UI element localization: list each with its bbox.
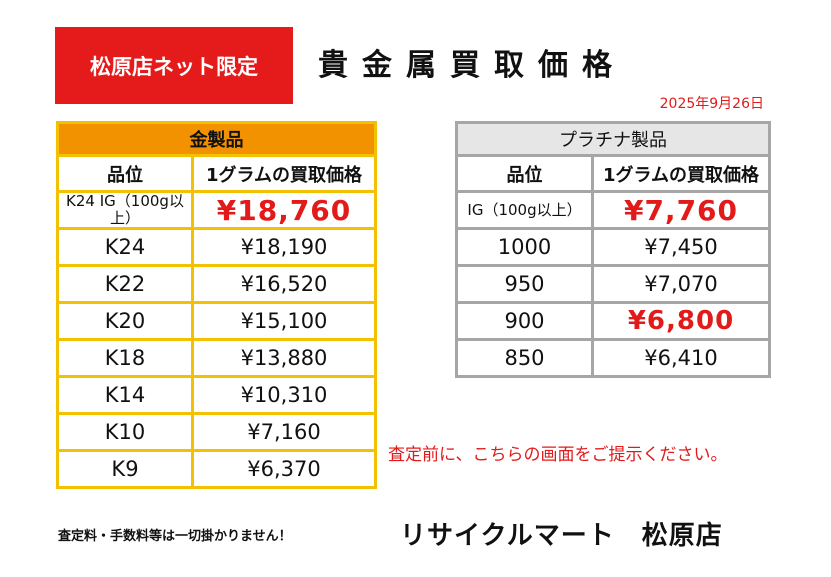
gold-price: ¥15,100 <box>191 301 377 341</box>
gold-price: ¥6,370 <box>191 449 377 489</box>
show-screen-notice: 査定前に、こちらの画面をご提示ください。 <box>388 445 728 465</box>
gold-price-table: 金製品 品位 1グラムの買取価格 K24 IG（100g以上） ¥18,760 … <box>56 121 377 489</box>
gold-grade: K22 <box>56 264 194 304</box>
store-name: リサイクルマート 松原店 <box>400 521 723 551</box>
table-row: 950 ¥7,070 <box>455 264 771 304</box>
gold-grade: K24 IG（100g以上） <box>56 190 194 230</box>
net-limited-badge: 松原店ネット限定 <box>55 27 293 104</box>
page-title: 貴金属買取価格 <box>318 48 626 83</box>
platinum-price: ¥7,760 <box>591 190 771 230</box>
gold-price: ¥18,190 <box>191 227 377 267</box>
platinum-table-title: プラチナ製品 <box>455 121 771 157</box>
table-row: 850 ¥6,410 <box>455 338 771 378</box>
gold-grade: K20 <box>56 301 194 341</box>
platinum-grade: 850 <box>455 338 594 378</box>
table-row: K24 IG（100g以上） ¥18,760 <box>56 190 377 230</box>
gold-price: ¥13,880 <box>191 338 377 378</box>
gold-col-grade: 品位 <box>56 154 194 193</box>
table-row: 1000 ¥7,450 <box>455 227 771 267</box>
table-row: K10 ¥7,160 <box>56 412 377 452</box>
gold-grade: K18 <box>56 338 194 378</box>
table-row: K24 ¥18,190 <box>56 227 377 267</box>
platinum-price-table: プラチナ製品 品位 1グラムの買取価格 IG（100g以上） ¥7,760 10… <box>455 121 771 378</box>
gold-grade: K14 <box>56 375 194 415</box>
badge-text: 松原店ネット限定 <box>90 54 258 79</box>
table-row: K9 ¥6,370 <box>56 449 377 489</box>
platinum-price: ¥7,450 <box>591 227 771 267</box>
table-row: K20 ¥15,100 <box>56 301 377 341</box>
platinum-grade: IG（100g以上） <box>455 190 594 230</box>
table-row: IG（100g以上） ¥7,760 <box>455 190 771 230</box>
table-row: K18 ¥13,880 <box>56 338 377 378</box>
gold-grade: K9 <box>56 449 194 489</box>
gold-price: ¥7,160 <box>191 412 377 452</box>
gold-price: ¥18,760 <box>191 190 377 230</box>
platinum-grade: 1000 <box>455 227 594 267</box>
platinum-grade: 900 <box>455 301 594 341</box>
no-fees-note: 査定料・手数料等は一切掛かりません！ <box>58 529 292 544</box>
platinum-col-grade: 品位 <box>455 154 594 193</box>
gold-table-title: 金製品 <box>56 121 377 157</box>
gold-col-price: 1グラムの買取価格 <box>191 154 377 193</box>
gold-price: ¥10,310 <box>191 375 377 415</box>
price-date: 2025年9月26日 <box>659 96 764 112</box>
gold-grade: K10 <box>56 412 194 452</box>
platinum-price: ¥6,410 <box>591 338 771 378</box>
platinum-price: ¥6,800 <box>591 301 771 341</box>
gold-price: ¥16,520 <box>191 264 377 304</box>
platinum-price: ¥7,070 <box>591 264 771 304</box>
table-row: 900 ¥6,800 <box>455 301 771 341</box>
platinum-grade: 950 <box>455 264 594 304</box>
gold-grade: K24 <box>56 227 194 267</box>
table-row: K22 ¥16,520 <box>56 264 377 304</box>
table-row: K14 ¥10,310 <box>56 375 377 415</box>
platinum-col-price: 1グラムの買取価格 <box>591 154 771 193</box>
